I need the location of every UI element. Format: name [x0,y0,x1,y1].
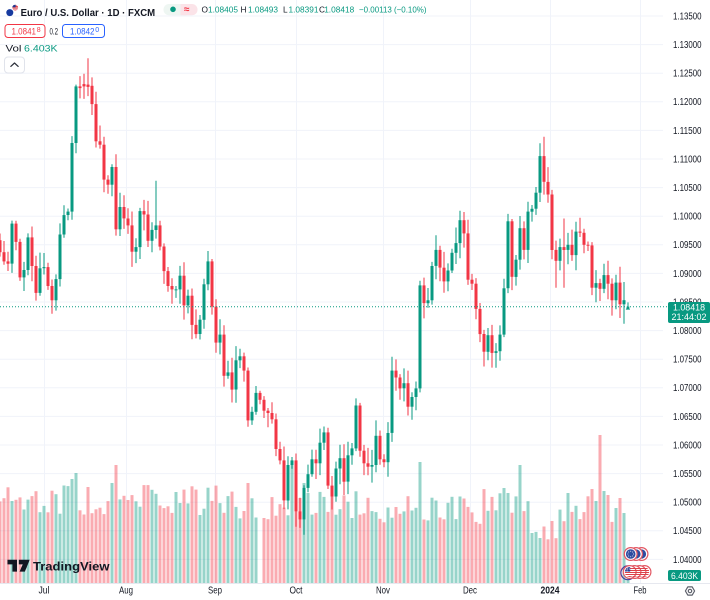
svg-text:1.10000: 1.10000 [673,212,702,223]
svg-text:1.08391: 1.08391 [289,4,319,14]
svg-text:1.05000: 1.05000 [673,498,702,509]
svg-text:Nov: Nov [376,586,390,597]
svg-text:O: O [202,4,209,14]
svg-text:1.08000: 1.08000 [673,326,702,337]
svg-text:L: L [283,4,288,14]
svg-text:Sep: Sep [208,586,222,597]
svg-text:1.04500: 1.04500 [673,526,702,537]
svg-text:TradingView: TradingView [33,560,110,574]
svg-text:1.09500: 1.09500 [673,240,702,251]
svg-text:1.13500: 1.13500 [673,11,702,22]
svg-text:1.06500: 1.06500 [673,412,702,423]
svg-text:6.403K: 6.403K [671,571,698,581]
svg-text:1.11000: 1.11000 [673,154,702,165]
svg-text:21:44:02: 21:44:02 [672,312,707,322]
svg-text:Vol: Vol [6,44,22,54]
svg-text:1.08418: 1.08418 [324,4,354,14]
svg-text:1.09000: 1.09000 [673,269,702,280]
svg-text:H: H [241,4,247,14]
svg-text:1.13000: 1.13000 [673,40,702,51]
svg-text:Oct: Oct [290,586,303,597]
svg-text:2024: 2024 [541,586,560,597]
svg-text:≈: ≈ [184,5,190,16]
svg-text:1.08405: 1.08405 [208,4,238,14]
svg-text:1.0841: 1.0841 [12,27,37,38]
svg-text:Dec: Dec [463,586,477,597]
svg-text:1.06000: 1.06000 [673,440,702,451]
svg-text:0: 0 [95,27,99,34]
svg-text:8: 8 [37,27,41,34]
svg-text:Jul: Jul [39,586,50,597]
svg-text:1.04000: 1.04000 [673,555,702,566]
svg-text:1.08418: 1.08418 [673,303,705,313]
svg-text:−0.00113 (−0.10%): −0.00113 (−0.10%) [359,4,427,14]
svg-text:1.12500: 1.12500 [673,69,702,80]
svg-text:6.403K: 6.403K [24,44,58,54]
svg-text:1.10500: 1.10500 [673,183,702,194]
svg-text:Euro / U.S. Dollar · 1D · FXCM: Euro / U.S. Dollar · 1D · FXCM [21,8,156,19]
svg-text:1.12000: 1.12000 [673,97,702,108]
svg-text:1.05500: 1.05500 [673,469,702,480]
svg-text:1.08493: 1.08493 [248,4,278,14]
svg-text:1.11500: 1.11500 [673,126,702,137]
svg-text:1.07000: 1.07000 [673,383,702,394]
svg-text:Feb: Feb [634,586,647,597]
svg-text:Aug: Aug [119,586,133,597]
svg-text:0.2: 0.2 [50,27,59,37]
svg-text:1.0842: 1.0842 [70,27,95,38]
svg-text:1.07500: 1.07500 [673,355,702,366]
svg-text:C: C [319,4,325,14]
